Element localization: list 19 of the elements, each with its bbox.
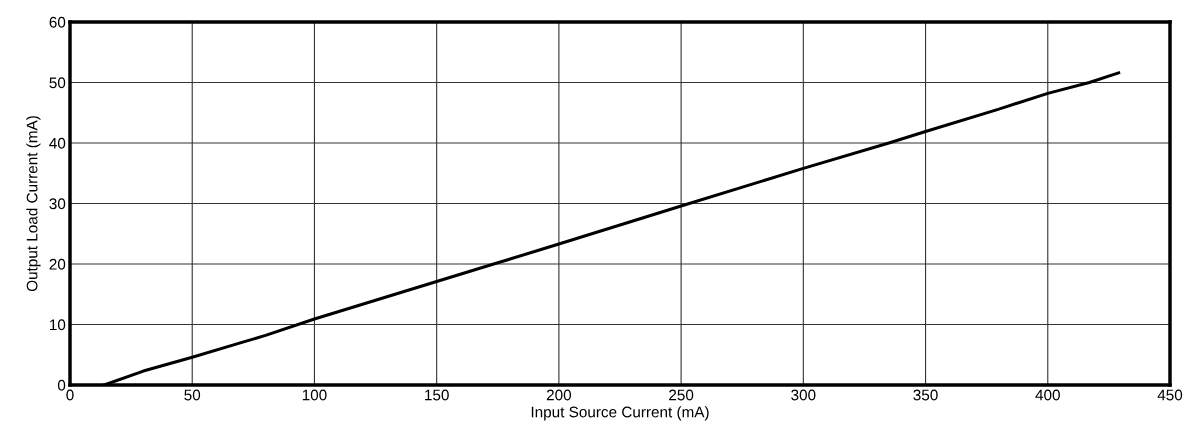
x-tick-label: 400 bbox=[1035, 389, 1060, 401]
y-axis-title: Output Load Current (mA) bbox=[26, 116, 41, 292]
x-tick-label: 300 bbox=[791, 389, 816, 401]
y-tick-label: 40 bbox=[49, 137, 66, 149]
x-tick-label: 200 bbox=[546, 389, 572, 401]
x-tick-label: 250 bbox=[669, 389, 694, 401]
y-tick-label: 30 bbox=[49, 198, 66, 210]
x-tick-label: 50 bbox=[184, 389, 201, 401]
y-tick-label: 0 bbox=[57, 379, 66, 391]
x-tick-label: 150 bbox=[425, 389, 449, 401]
x-tick-label: 100 bbox=[302, 389, 327, 401]
x-tick-label: 0 bbox=[66, 389, 74, 401]
y-tick-label: 60 bbox=[49, 16, 66, 28]
y-tick-label: 50 bbox=[49, 77, 66, 89]
x-tick-label: 450 bbox=[1157, 389, 1183, 401]
y-tick-label: 10 bbox=[50, 319, 66, 331]
x-tick-label: 350 bbox=[913, 389, 938, 401]
y-tick-label: 20 bbox=[49, 258, 66, 270]
x-axis-title: Input Source Current (mA) bbox=[531, 406, 709, 421]
